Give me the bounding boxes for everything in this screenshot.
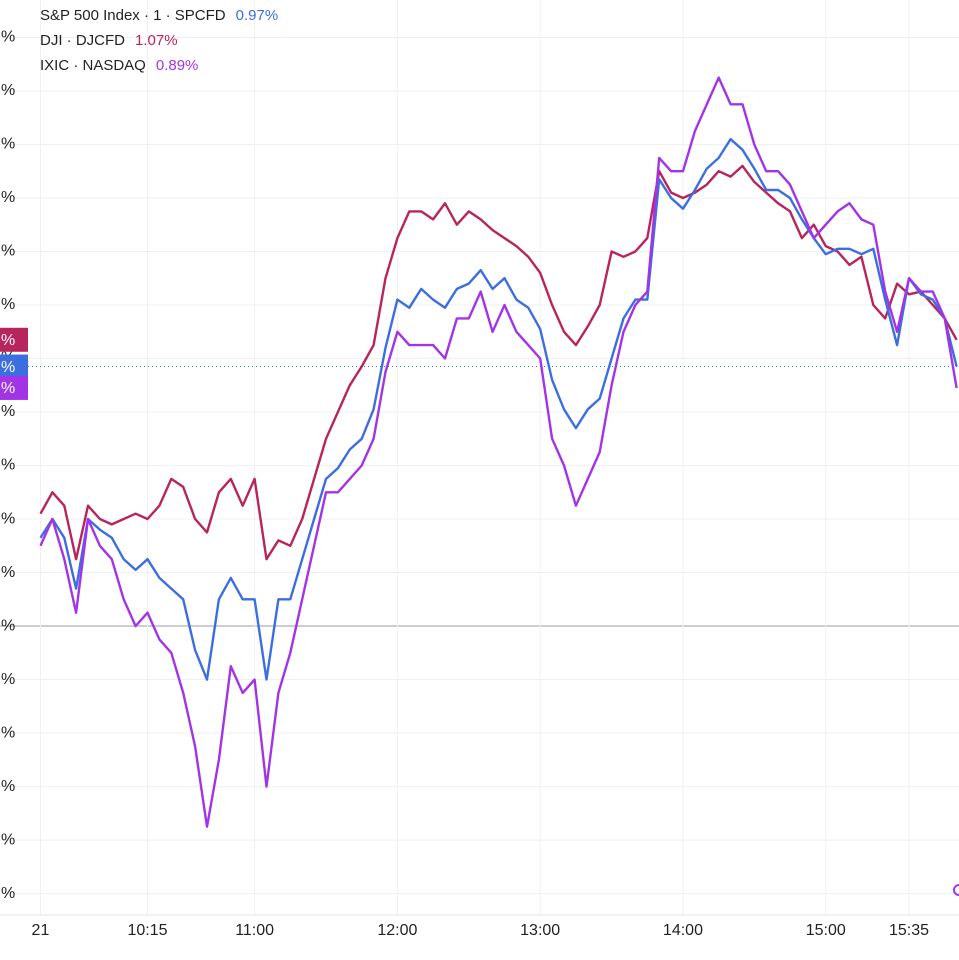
legend-name: DJI · DJCFD [40, 32, 125, 49]
y-tick-label: % [1, 617, 15, 634]
legend-name: S&P 500 Index · 1 · SPCFD [40, 7, 226, 24]
y-tick-label: % [1, 29, 15, 46]
y-tick-label: % [1, 296, 15, 313]
x-tick-label: 11:00 [235, 922, 274, 939]
price-badge-label: % [1, 332, 15, 349]
y-tick-label: % [1, 136, 15, 153]
legend-value: 0.97% [236, 7, 279, 24]
y-tick-label: % [1, 724, 15, 741]
price-badge [0, 327, 28, 352]
series-line [39, 76, 958, 828]
x-tick-label: 21 [32, 922, 50, 939]
x-tick-label: 10:15 [128, 922, 168, 939]
y-tick-label: % [1, 510, 15, 527]
y-tick-label: % [1, 885, 15, 902]
y-tick-label: % [1, 671, 15, 688]
x-tick-label: 14:00 [663, 922, 703, 939]
price-badge [0, 375, 28, 400]
y-tick-label: % [1, 457, 15, 474]
series-line [39, 137, 958, 681]
y-tick-label: % [1, 82, 15, 99]
y-tick-label: % [1, 243, 15, 260]
x-tick-label: 13:00 [520, 922, 560, 939]
price-badge [0, 354, 28, 379]
cursor-dot [953, 884, 959, 896]
legend-name: IXIC · NASDAQ [40, 57, 146, 74]
series-line [39, 164, 958, 561]
y-tick-label: % [1, 189, 15, 206]
price-badge-label: % [1, 359, 15, 376]
y-tick-label: % [1, 831, 15, 848]
x-tick-label: 15:35 [889, 922, 929, 939]
y-tick-label: % [1, 564, 15, 581]
price-badge-label: % [1, 380, 15, 397]
legend-value: 1.07% [135, 32, 178, 49]
y-tick-label: % [1, 778, 15, 795]
y-tick-label: % [1, 403, 15, 420]
x-tick-label: 15:00 [806, 922, 846, 939]
x-tick-label: 12:00 [377, 922, 417, 939]
legend-value: 0.89% [156, 57, 199, 74]
